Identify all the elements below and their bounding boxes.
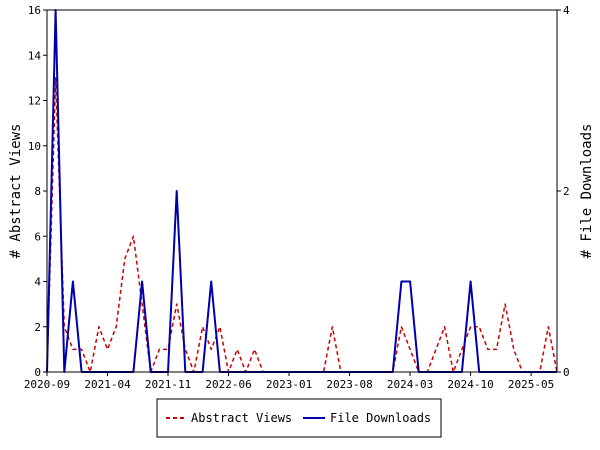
legend-box — [156, 398, 442, 438]
y-axis-title: # Abstract Views — [8, 124, 24, 259]
y-tick-label: 2 — [34, 321, 41, 334]
x-tick-label: 2021-11 — [145, 378, 191, 391]
y2-tick-label: 4 — [563, 4, 570, 17]
x-tick-label: 2023-01 — [266, 378, 312, 391]
y-tick-label: 10 — [28, 140, 41, 153]
left-axis: 0 2 4 6 8 10 12 14 16 — [28, 4, 47, 379]
legend-label-file-downloads: File Downloads — [330, 411, 431, 425]
y-tick-label: 8 — [34, 185, 41, 198]
x-tick-label: 2022-06 — [205, 378, 251, 391]
y-tick-label: 16 — [28, 4, 41, 17]
legend-label-abstract-views: Abstract Views — [191, 411, 292, 425]
x-tick-label: 2021-04 — [84, 378, 131, 391]
y-tick-label: 4 — [34, 276, 41, 289]
y-tick-label: 12 — [28, 95, 41, 108]
x-tick-label: 2024-10 — [447, 378, 493, 391]
legend: Abstract Views File Downloads — [156, 398, 442, 438]
y-tick-label: 0 — [34, 366, 41, 379]
y-tick-label: 14 — [28, 49, 42, 62]
y2-axis-title: # File Downloads — [579, 124, 595, 259]
y2-tick-label: 0 — [563, 366, 570, 379]
right-axis: 0 2 4 — [557, 4, 570, 379]
x-tick-label: 2023-08 — [326, 378, 372, 391]
x-axis: 2020-09 2021-04 2021-11 2022-06 2023-01 2023-… — [24, 372, 554, 391]
y-tick-label: 6 — [34, 230, 41, 243]
x-tick-label: 2025-05 — [508, 378, 554, 391]
x-tick-label: 2020-09 — [24, 378, 70, 391]
x-tick-label: 2024-03 — [387, 378, 433, 391]
y2-tick-label: 2 — [563, 185, 570, 198]
